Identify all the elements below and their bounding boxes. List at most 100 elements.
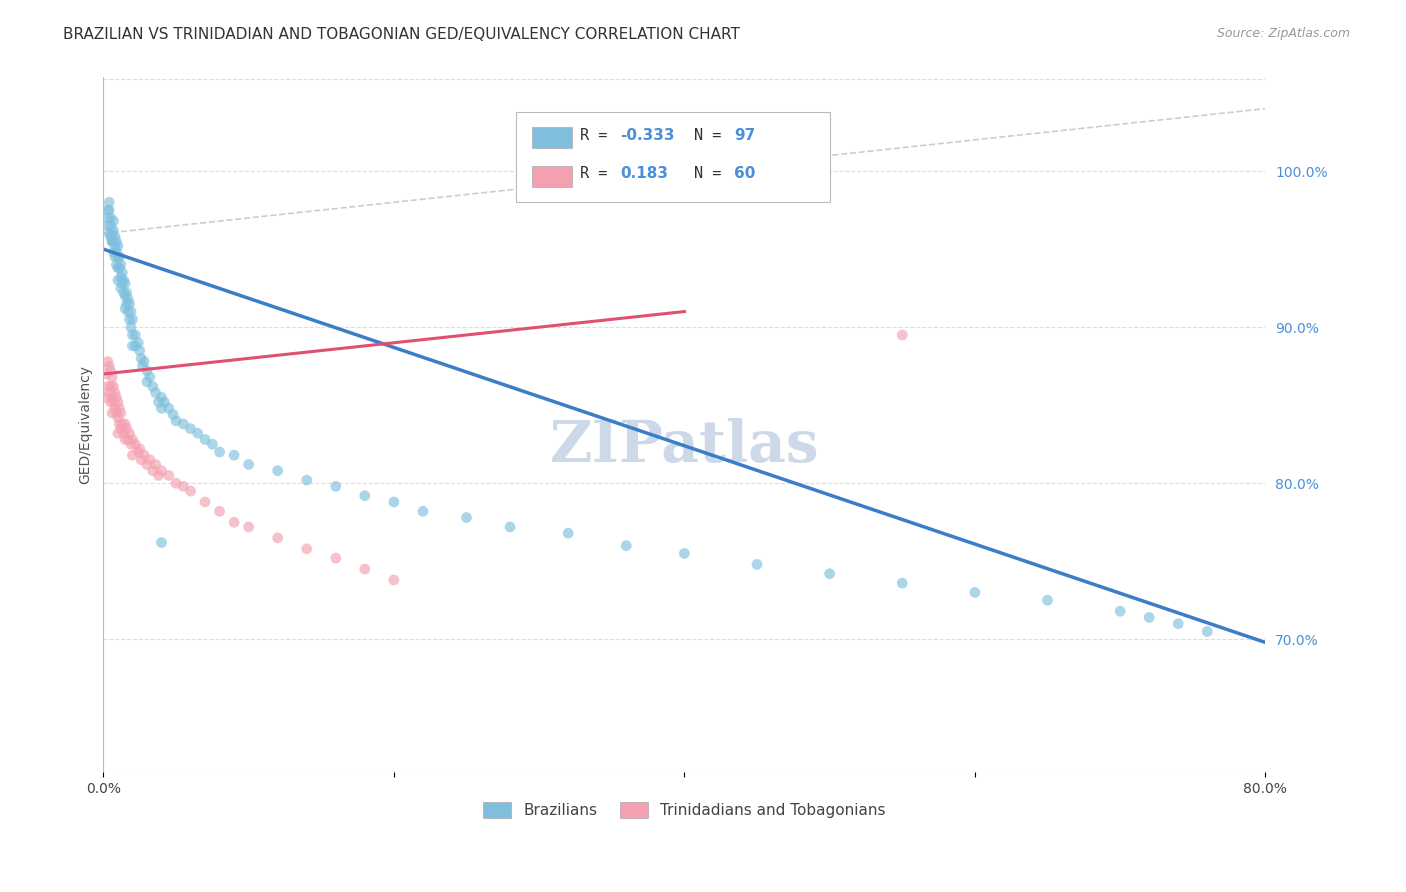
Point	[107, 250, 129, 264]
Point	[136, 458, 159, 472]
Point	[382, 573, 405, 587]
Point	[172, 479, 194, 493]
Point	[1167, 616, 1189, 631]
Point	[124, 437, 146, 451]
Point	[136, 364, 159, 378]
Point	[157, 468, 180, 483]
Point	[97, 211, 120, 225]
Point	[96, 391, 118, 405]
Point	[98, 195, 121, 210]
Point	[353, 489, 375, 503]
Point	[128, 343, 150, 358]
Point	[963, 585, 986, 599]
Point	[121, 433, 143, 447]
Point	[121, 312, 143, 326]
Point	[100, 364, 122, 378]
Point	[121, 448, 143, 462]
Point	[105, 258, 128, 272]
Point	[132, 354, 155, 368]
Point	[114, 433, 136, 447]
Point	[499, 520, 522, 534]
Point	[456, 510, 478, 524]
Point	[104, 401, 127, 416]
Point	[101, 370, 124, 384]
Point	[148, 395, 170, 409]
Point	[127, 445, 149, 459]
Point	[172, 417, 194, 431]
Point	[150, 391, 173, 405]
Point	[101, 391, 124, 405]
Point	[96, 367, 118, 381]
Point	[107, 410, 129, 425]
Point	[97, 219, 120, 233]
Point	[325, 551, 347, 566]
Point	[157, 401, 180, 416]
Point	[115, 297, 138, 311]
Point	[104, 250, 127, 264]
Point	[132, 448, 155, 462]
Point	[105, 391, 128, 405]
Point	[224, 448, 246, 462]
Point	[108, 250, 131, 264]
Point	[238, 520, 260, 534]
Point	[103, 379, 125, 393]
Point	[101, 235, 124, 249]
Point	[114, 417, 136, 431]
Point	[104, 385, 127, 400]
Point	[139, 370, 162, 384]
Text: 0.183: 0.183	[620, 167, 668, 181]
Point	[162, 408, 184, 422]
Point	[187, 426, 209, 441]
Point	[112, 426, 135, 441]
Point	[101, 235, 124, 249]
Point	[891, 576, 914, 591]
Point	[124, 328, 146, 343]
Point	[557, 526, 579, 541]
Point	[115, 285, 138, 300]
Point	[150, 535, 173, 549]
Point	[412, 504, 434, 518]
Text: -0.333: -0.333	[620, 128, 675, 143]
Point	[117, 304, 139, 318]
Point	[108, 401, 131, 416]
Point	[118, 312, 141, 326]
Point	[110, 406, 132, 420]
Point	[121, 328, 143, 343]
Point	[150, 464, 173, 478]
Point	[201, 437, 224, 451]
Point	[100, 219, 122, 233]
Point	[111, 266, 134, 280]
Point	[107, 395, 129, 409]
Point	[136, 375, 159, 389]
Point	[194, 433, 217, 447]
Point	[107, 260, 129, 275]
Point	[110, 281, 132, 295]
Point	[100, 211, 122, 225]
Point	[382, 495, 405, 509]
Point	[115, 421, 138, 435]
Point	[104, 229, 127, 244]
Point	[891, 328, 914, 343]
FancyBboxPatch shape	[531, 166, 572, 187]
Point	[105, 406, 128, 420]
Point	[111, 277, 134, 291]
Point	[180, 421, 202, 435]
Point	[97, 203, 120, 218]
Point	[165, 476, 187, 491]
Point	[194, 495, 217, 509]
Point	[614, 539, 637, 553]
Point	[1036, 593, 1059, 607]
Point	[105, 245, 128, 260]
Point	[120, 437, 142, 451]
Point	[98, 203, 121, 218]
Point	[111, 417, 134, 431]
Point	[117, 292, 139, 306]
Point	[101, 406, 124, 420]
Text: 60: 60	[734, 167, 755, 181]
Point	[97, 354, 120, 368]
Point	[100, 229, 122, 244]
Point	[114, 301, 136, 316]
Point	[139, 452, 162, 467]
Point	[745, 558, 768, 572]
Point	[114, 277, 136, 291]
